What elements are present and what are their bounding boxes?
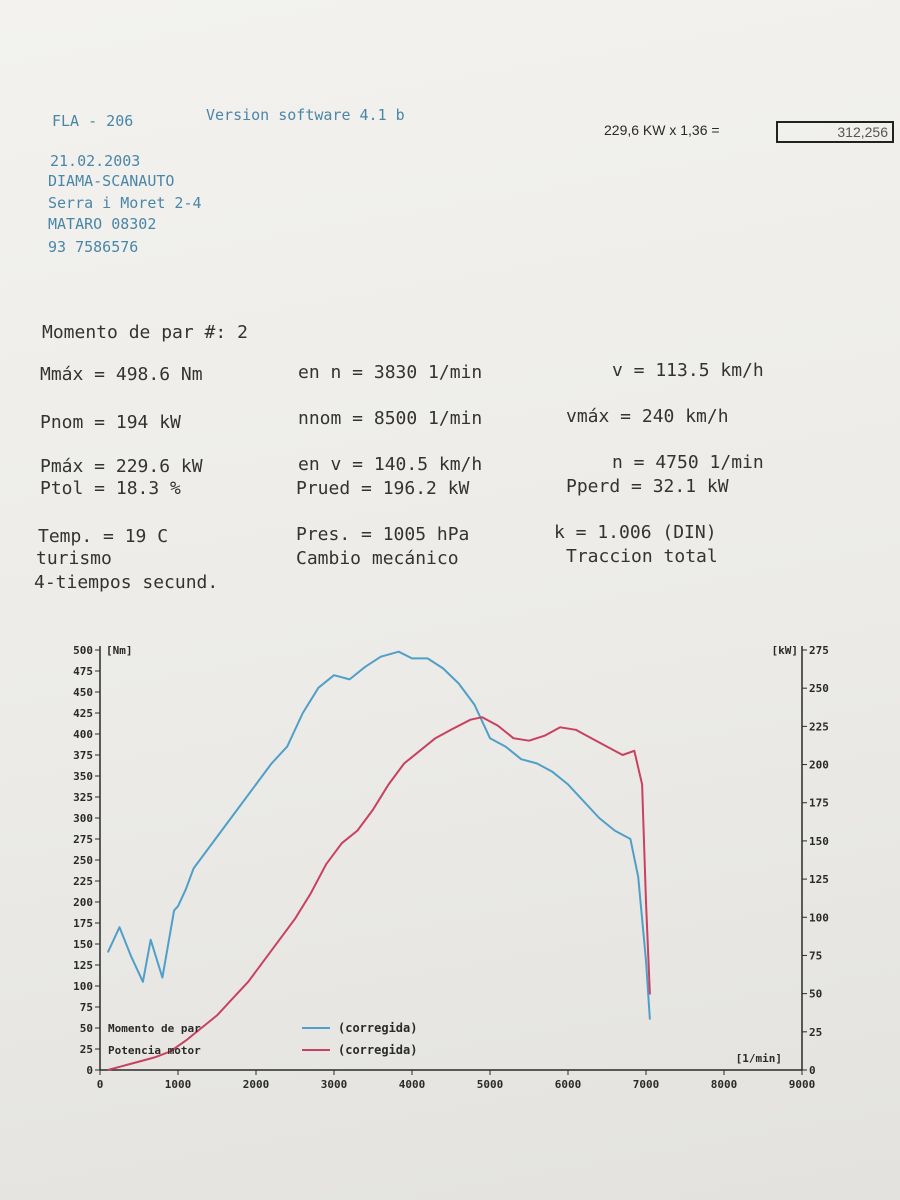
stat-temp: Temp. = 19 C [38,526,169,547]
x-tick-label: 5000 [477,1078,504,1091]
stat-pmax-rpm: n = 4750 1/min [612,452,764,473]
y-tick-label-right: 275 [809,644,829,657]
legend-sample-text: (corregida) [338,1021,417,1035]
y-tick-label-left: 150 [73,938,93,951]
stat-pnom: Pnom = 194 kW [40,412,181,433]
y-tick-label-left: 175 [73,917,93,930]
test-date: 21.02.2003 [50,152,141,170]
x-tick-label: 7000 [633,1078,660,1091]
series-line-torque [106,650,651,1020]
stat-pmax: Pmáx = 229.6 kW [40,456,203,477]
drive-type: Traccion total [566,546,718,567]
y-tick-label-right: 25 [809,1026,822,1039]
y-tick-label-left: 200 [73,896,93,909]
y-tick-label-right: 100 [809,911,829,924]
transmission-type: Cambio mecánico [296,548,459,569]
stats-title: Momento de par #: 2 [42,322,248,343]
software-version: Version software 4.1 b [206,106,405,124]
y-tick-label-left: 350 [73,770,93,783]
x-tick-label: 0 [97,1078,104,1091]
stat-mmax-speed: v = 113.5 km/h [612,360,764,381]
x-tick-label: 3000 [321,1078,348,1091]
series-line-power [107,716,651,1071]
vehicle-type: turismo [36,548,112,569]
chart-axes [99,646,803,1071]
y-tick-label-right: 175 [809,797,829,810]
y-tick-label-right: 0 [809,1064,816,1077]
company-name: DIAMA-SCANAUTO [48,172,175,190]
y-tick-label-left: 500 [73,644,93,657]
stat-correction-factor: k = 1.006 (DIN) [554,522,717,543]
y-tick-label-left: 50 [80,1022,93,1035]
power-conversion-expr: 229,6 KW x 1,36 = [604,122,720,138]
y-tick-label-left: 250 [73,854,93,867]
power-conversion-result: 312,256 [776,121,894,143]
x-tick-label: 2000 [243,1078,270,1091]
company-city: MATARO 08302 [48,215,157,233]
y-tick-label-left: 300 [73,812,93,825]
y-tick-label-left: 75 [80,1001,93,1014]
y-tick-label-left: 375 [73,749,93,762]
y-tick-label-right: 200 [809,759,829,772]
stat-vmax: vmáx = 240 km/h [566,406,729,427]
y-tick-label-left: 225 [73,875,93,888]
y-tick-label-left: 450 [73,686,93,699]
chart-ticks: 0255075100125150175200225250275300325350… [73,644,829,1091]
y-tick-label-right: 75 [809,949,822,962]
y-tick-label-left: 25 [80,1043,93,1056]
y-tick-label-left: 125 [73,959,93,972]
stat-pmax-speed: en v = 140.5 km/h [298,454,483,475]
stat-mmax-rpm: en n = 3830 1/min [298,362,483,383]
x-axis-label: [1/min] [736,1052,782,1065]
y-tick-label-left: 100 [73,980,93,993]
stat-pressure: Pres. = 1005 hPa [296,524,470,545]
stat-pperd: Pperd = 32.1 kW [566,476,729,497]
x-tick-label: 6000 [555,1078,582,1091]
y-tick-label-left: 425 [73,707,93,720]
legend-label: Potencia motor [108,1044,201,1057]
y-tick-label-right: 125 [809,873,829,886]
company-street: Serra i Moret 2-4 [48,194,202,212]
x-tick-label: 4000 [399,1078,426,1091]
y-axis-label-left: [Nm] [106,644,133,657]
y-axis-label-right: [kW] [772,644,799,657]
y-tick-label-left: 400 [73,728,93,741]
y-tick-label-right: 150 [809,835,829,848]
y-tick-label-right: 225 [809,720,829,733]
stat-ptol: Ptol = 18.3 % [40,478,181,499]
company-phone: 93 7586576 [48,238,139,256]
legend-label: Momento de par [108,1022,201,1035]
y-tick-label-left: 275 [73,833,93,846]
chart-series [106,650,651,1071]
y-tick-label-left: 475 [73,665,93,678]
stat-nnom: nnom = 8500 1/min [298,408,483,429]
y-tick-label-right: 250 [809,682,829,695]
y-tick-label-left: 325 [73,791,93,804]
engine-type: 4-tiempos secund. [34,572,219,593]
legend-sample-text: (corregida) [338,1043,417,1057]
model-code: FLA - 206 [52,112,134,130]
x-tick-label: 9000 [789,1078,816,1091]
x-tick-label: 8000 [711,1078,738,1091]
y-tick-label-left: 0 [86,1064,93,1077]
stat-mmax: Mmáx = 498.6 Nm [40,364,203,385]
x-tick-label: 1000 [165,1078,192,1091]
stat-prued: Prued = 196.2 kW [296,478,470,499]
chart-legend: Momento de par (corregida) Potencia motor (… [108,1021,417,1057]
y-tick-label-right: 50 [809,988,822,1001]
